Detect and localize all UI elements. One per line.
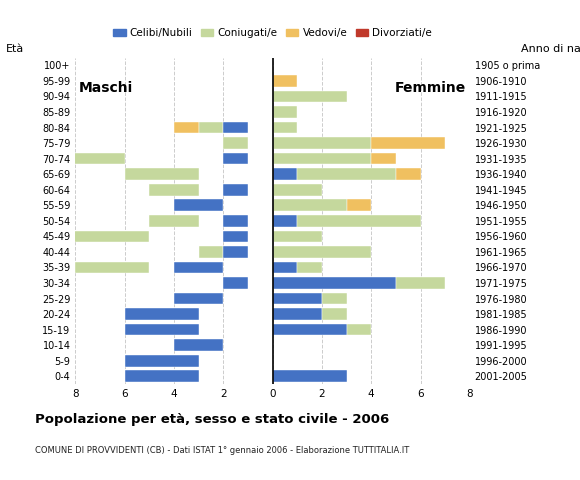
- Text: Anno di nascita: Anno di nascita: [521, 44, 580, 54]
- Bar: [273, 106, 297, 118]
- Bar: [150, 184, 198, 195]
- Bar: [198, 122, 223, 133]
- Bar: [297, 215, 420, 227]
- Bar: [396, 277, 445, 289]
- Bar: [273, 324, 347, 336]
- Bar: [322, 293, 347, 304]
- Bar: [174, 293, 198, 304]
- Bar: [198, 246, 223, 258]
- Bar: [125, 324, 198, 336]
- Bar: [223, 215, 248, 227]
- Text: Età: Età: [6, 44, 24, 54]
- Bar: [125, 355, 198, 367]
- Bar: [125, 371, 198, 382]
- Bar: [223, 246, 248, 258]
- Text: Maschi: Maschi: [79, 81, 133, 95]
- Bar: [223, 277, 248, 289]
- Bar: [297, 168, 396, 180]
- Bar: [273, 293, 322, 304]
- Bar: [174, 122, 198, 133]
- Bar: [347, 324, 371, 336]
- Bar: [273, 371, 347, 382]
- Bar: [51, 230, 150, 242]
- Bar: [273, 246, 371, 258]
- Bar: [273, 199, 347, 211]
- Bar: [150, 308, 174, 320]
- Bar: [273, 230, 322, 242]
- Bar: [174, 199, 223, 211]
- Bar: [125, 308, 198, 320]
- Bar: [174, 293, 223, 304]
- Bar: [223, 153, 248, 165]
- Bar: [273, 153, 371, 165]
- Bar: [174, 199, 198, 211]
- Bar: [273, 168, 297, 180]
- Bar: [2, 153, 125, 165]
- Bar: [273, 75, 297, 87]
- Bar: [273, 215, 297, 227]
- Text: Femmine: Femmine: [395, 81, 466, 95]
- Bar: [371, 153, 396, 165]
- Bar: [273, 308, 322, 320]
- Bar: [273, 137, 371, 149]
- Legend: Celibi/Nubili, Coniugati/e, Vedovi/e, Divorziati/e: Celibi/Nubili, Coniugati/e, Vedovi/e, Di…: [109, 24, 436, 43]
- Bar: [75, 153, 100, 165]
- Bar: [371, 137, 445, 149]
- Bar: [273, 91, 347, 102]
- Bar: [223, 184, 248, 195]
- Bar: [273, 262, 297, 273]
- Bar: [297, 262, 322, 273]
- Text: Popolazione per età, sesso e stato civile - 2006: Popolazione per età, sesso e stato civil…: [35, 413, 389, 426]
- Bar: [347, 199, 371, 211]
- Bar: [223, 230, 248, 242]
- Bar: [273, 122, 297, 133]
- Bar: [322, 308, 347, 320]
- Bar: [396, 168, 420, 180]
- Bar: [125, 168, 198, 180]
- Bar: [174, 339, 223, 351]
- Bar: [150, 215, 198, 227]
- Bar: [223, 122, 248, 133]
- Bar: [174, 262, 223, 273]
- Bar: [75, 262, 150, 273]
- Text: COMUNE DI PROVVIDENTI (CB) - Dati ISTAT 1° gennaio 2006 - Elaborazione TUTTITALI: COMUNE DI PROVVIDENTI (CB) - Dati ISTAT …: [35, 446, 409, 456]
- Bar: [273, 277, 396, 289]
- Bar: [273, 184, 322, 195]
- Bar: [223, 137, 248, 149]
